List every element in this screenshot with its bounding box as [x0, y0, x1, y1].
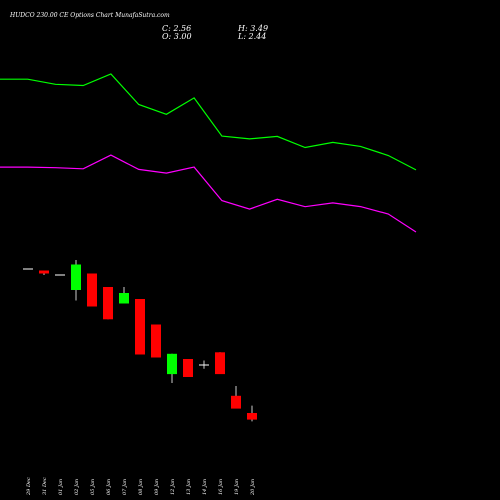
- indicator-line-2: [0, 154, 417, 233]
- candlesticks: [23, 260, 257, 422]
- x-axis: 29 Dec 31 Dec 01 Jan 02 Jan 05 Jan 06 Jan 07 J…: [26, 477, 256, 496]
- indicator-line-1: [0, 73, 417, 171]
- x-tick-label: 13 Jan: [186, 479, 192, 495]
- x-tick-label: 29 Dec: [26, 477, 32, 496]
- x-tick-label: 16 Jan: [218, 479, 224, 495]
- candle-body: [231, 395, 241, 409]
- x-tick-label: 12 Jan: [170, 479, 176, 495]
- high-value: H: 3.49: [238, 24, 269, 33]
- candle-body: [55, 274, 65, 276]
- candle-body: [71, 264, 81, 290]
- x-tick-label: 05 Jan: [90, 479, 96, 495]
- candle-body: [103, 287, 113, 320]
- candle-body: [183, 359, 193, 377]
- candle-body: [215, 352, 225, 375]
- indicator-lines: [0, 73, 417, 233]
- candle-body: [167, 353, 177, 375]
- candle-body: [39, 270, 49, 274]
- x-tick-label: 19 Jan: [234, 479, 240, 495]
- open-value: O: 3.00: [162, 32, 192, 41]
- low-value: L: 2.44: [238, 32, 267, 41]
- candle-body: [199, 364, 209, 366]
- candle-body: [23, 268, 33, 270]
- close-value: C: 2.56: [162, 24, 192, 33]
- candle-body: [119, 293, 129, 304]
- x-tick-label: 31 Dec: [42, 477, 48, 495]
- x-tick-label: 07 Jan: [122, 479, 128, 495]
- x-tick-label: 01 Jan: [58, 479, 64, 495]
- chart-title: HUDCO 230.00 CE Options Chart MunafaSutr…: [10, 12, 170, 19]
- x-tick-label: 06 Jan: [106, 479, 112, 495]
- x-tick-label: 08 Jan: [138, 479, 144, 495]
- x-tick-label: 02 Jan: [74, 479, 80, 495]
- candle-body: [87, 273, 97, 307]
- x-tick-label: 09 Jan: [154, 479, 160, 495]
- candle-body: [247, 413, 257, 420]
- x-tick-label: 20 Jan: [250, 479, 256, 496]
- x-tick-label: 14 Jan: [202, 479, 208, 495]
- candle-body: [151, 324, 161, 358]
- candle-body: [135, 299, 145, 355]
